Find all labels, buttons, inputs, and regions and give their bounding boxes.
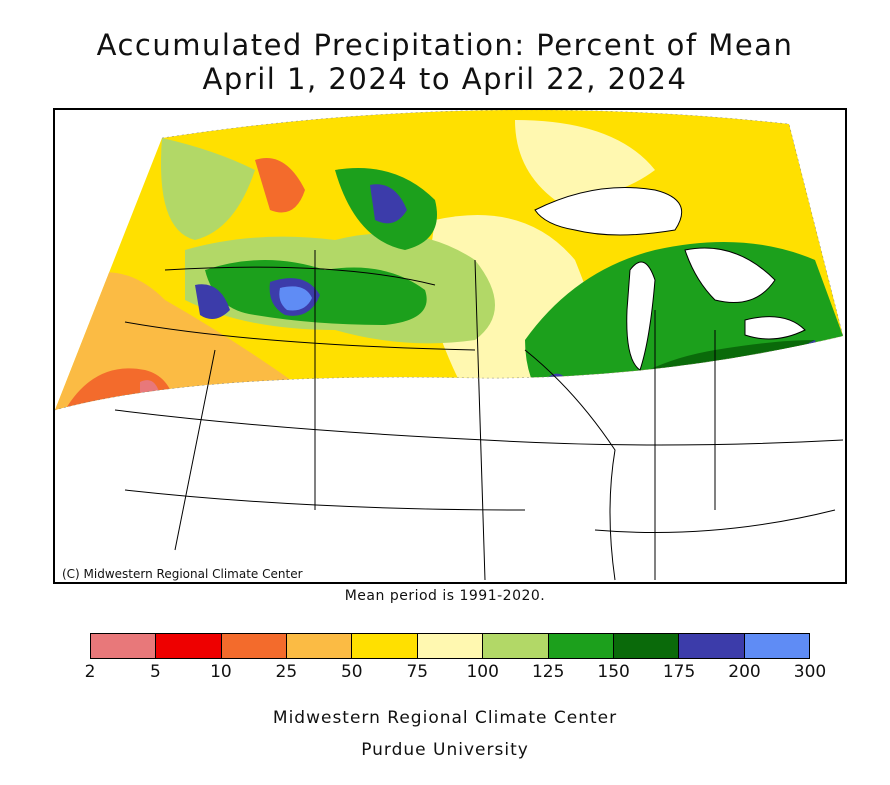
legend-label: 100: [466, 662, 499, 682]
map-subtitle-date-range: April 1, 2024 to April 22, 2024: [202, 62, 688, 96]
legend-swatch: [156, 634, 222, 658]
legend-swatch: [613, 634, 680, 658]
legend-label: 10: [210, 662, 232, 682]
legend-swatch: [417, 634, 484, 658]
region-100-125-canada-west: [160, 138, 255, 240]
region-10-25-alberta: [255, 158, 305, 213]
color-legend: [90, 633, 810, 659]
map-title: Accumulated Precipitation: Percent of Me…: [96, 28, 794, 62]
copyright-label: (C) Midwestern Regional Climate Center: [58, 566, 307, 582]
legend-label: 175: [662, 662, 696, 682]
precipitation-map: [53, 108, 847, 584]
state-borders: [114, 250, 844, 581]
legend-swatch: [352, 634, 418, 658]
legend-label: 2: [84, 662, 96, 682]
region-175-200-montana-west: [195, 284, 230, 319]
lake-erie: [744, 316, 806, 340]
legend-label: 125: [531, 662, 565, 682]
mean-period-note: Mean period is 1991-2020.: [344, 588, 546, 604]
legend-labels: 2 5 10 25 50 75 100 125 150 175 200 300: [0, 662, 890, 684]
map-canvas: [55, 110, 845, 582]
region-25-50-west: [55, 272, 475, 411]
legend-label: 50: [340, 662, 363, 682]
legend-swatch: [744, 634, 809, 658]
legend-label: 75: [406, 662, 429, 682]
region-75-100-north: [515, 120, 655, 200]
region-200-300-montana: [279, 286, 312, 311]
lake-superior: [534, 187, 683, 236]
region-175-200-nd: [370, 184, 407, 224]
legend-label: 200: [728, 662, 761, 682]
legend-swatch: [548, 634, 614, 658]
legend-swatch: [91, 634, 157, 658]
legend-label: 300: [793, 662, 827, 682]
credit-organization: Midwestern Regional Climate Center: [272, 708, 618, 728]
lake-huron: [684, 247, 776, 303]
legend-label: 5: [150, 662, 161, 682]
legend-label: 150: [597, 662, 630, 682]
legend-label: 25: [275, 662, 298, 682]
credit-university: Purdue University: [361, 740, 529, 760]
lake-michigan: [626, 261, 656, 371]
legend-swatch: [679, 634, 745, 658]
legend-swatch: [221, 634, 288, 658]
legend-swatch: [483, 634, 549, 658]
legend-swatch: [287, 634, 353, 658]
